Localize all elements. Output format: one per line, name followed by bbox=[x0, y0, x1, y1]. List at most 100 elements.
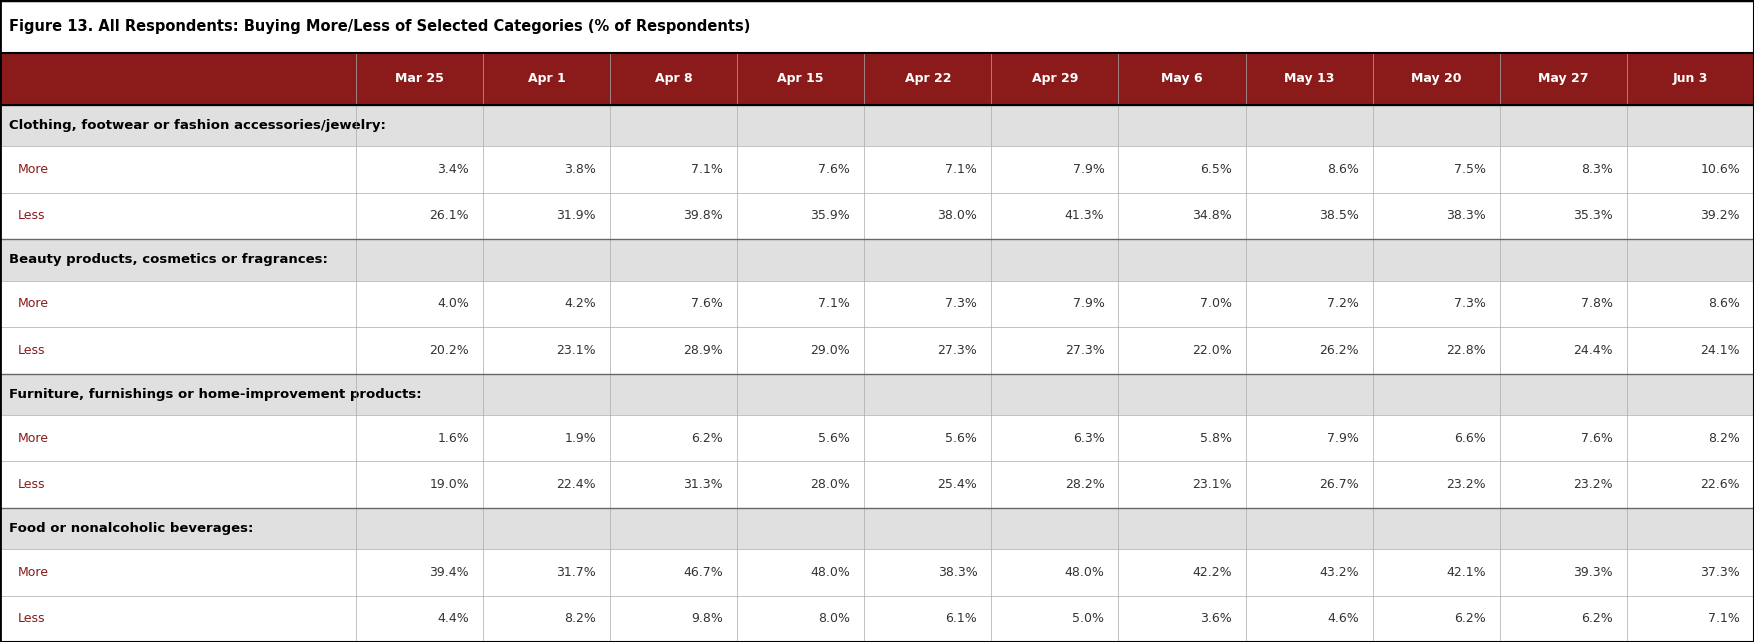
Text: May 13: May 13 bbox=[1284, 73, 1335, 85]
Text: 23.1%: 23.1% bbox=[556, 343, 596, 357]
Text: 6.6%: 6.6% bbox=[1454, 431, 1486, 444]
Text: 31.3%: 31.3% bbox=[684, 478, 723, 491]
Text: 7.0%: 7.0% bbox=[1200, 297, 1231, 310]
Text: 10.6%: 10.6% bbox=[1700, 163, 1740, 176]
Text: 35.3%: 35.3% bbox=[1573, 209, 1614, 223]
Text: 28.9%: 28.9% bbox=[684, 343, 723, 357]
Text: 23.2%: 23.2% bbox=[1445, 478, 1486, 491]
Bar bbox=[1245, 53, 1373, 105]
Text: 48.0%: 48.0% bbox=[810, 566, 851, 578]
Text: 24.1%: 24.1% bbox=[1700, 343, 1740, 357]
Bar bbox=[1500, 53, 1628, 105]
Text: Food or nonalcoholic beverages:: Food or nonalcoholic beverages: bbox=[9, 522, 253, 535]
Text: 8.2%: 8.2% bbox=[565, 612, 596, 625]
Text: 7.9%: 7.9% bbox=[1326, 431, 1359, 444]
Bar bbox=[0, 193, 1754, 239]
Text: 6.2%: 6.2% bbox=[1580, 612, 1614, 625]
Text: 8.6%: 8.6% bbox=[1326, 163, 1359, 176]
Text: More: More bbox=[18, 163, 49, 176]
Text: More: More bbox=[18, 431, 49, 444]
Text: 8.0%: 8.0% bbox=[819, 612, 851, 625]
Text: May 27: May 27 bbox=[1538, 73, 1589, 85]
Text: Mar 25: Mar 25 bbox=[395, 73, 444, 85]
Text: 35.9%: 35.9% bbox=[810, 209, 851, 223]
Text: 1.6%: 1.6% bbox=[437, 431, 468, 444]
Text: 7.5%: 7.5% bbox=[1454, 163, 1486, 176]
Text: 34.8%: 34.8% bbox=[1191, 209, 1231, 223]
Text: 4.6%: 4.6% bbox=[1328, 612, 1359, 625]
Text: 37.3%: 37.3% bbox=[1700, 566, 1740, 578]
Text: 1.9%: 1.9% bbox=[565, 431, 596, 444]
Text: 3.4%: 3.4% bbox=[437, 163, 468, 176]
Text: 38.3%: 38.3% bbox=[938, 566, 977, 578]
Text: 28.2%: 28.2% bbox=[1065, 478, 1105, 491]
Text: 8.2%: 8.2% bbox=[1708, 431, 1740, 444]
Text: Clothing, footwear or fashion accessories/jewelry:: Clothing, footwear or fashion accessorie… bbox=[9, 119, 386, 132]
Text: 28.0%: 28.0% bbox=[810, 478, 851, 491]
Bar bbox=[1119, 53, 1245, 105]
Text: 39.3%: 39.3% bbox=[1573, 566, 1614, 578]
Text: 22.6%: 22.6% bbox=[1700, 478, 1740, 491]
Text: 19.0%: 19.0% bbox=[430, 478, 468, 491]
Text: Apr 29: Apr 29 bbox=[1031, 73, 1079, 85]
Text: 39.2%: 39.2% bbox=[1700, 209, 1740, 223]
Bar bbox=[610, 53, 737, 105]
Text: 22.0%: 22.0% bbox=[1191, 343, 1231, 357]
Bar bbox=[0, 415, 1754, 461]
Bar bbox=[0, 461, 1754, 508]
Text: 48.0%: 48.0% bbox=[1065, 566, 1105, 578]
Bar bbox=[991, 53, 1119, 105]
Bar bbox=[0, 53, 356, 105]
Text: 26.7%: 26.7% bbox=[1319, 478, 1359, 491]
Text: 26.1%: 26.1% bbox=[430, 209, 468, 223]
Text: 4.4%: 4.4% bbox=[437, 612, 468, 625]
Text: 46.7%: 46.7% bbox=[684, 566, 723, 578]
Text: 41.3%: 41.3% bbox=[1065, 209, 1105, 223]
Text: 3.6%: 3.6% bbox=[1200, 612, 1231, 625]
Text: Less: Less bbox=[18, 612, 46, 625]
Text: 7.8%: 7.8% bbox=[1580, 297, 1614, 310]
Text: 8.3%: 8.3% bbox=[1580, 163, 1614, 176]
Text: 7.6%: 7.6% bbox=[819, 163, 851, 176]
Text: 42.2%: 42.2% bbox=[1193, 566, 1231, 578]
Bar bbox=[0, 508, 1754, 549]
Bar bbox=[356, 53, 482, 105]
Text: 6.2%: 6.2% bbox=[1454, 612, 1486, 625]
Text: 7.1%: 7.1% bbox=[945, 163, 977, 176]
Text: Jun 3: Jun 3 bbox=[1673, 73, 1708, 85]
Text: 20.2%: 20.2% bbox=[430, 343, 468, 357]
Text: 5.6%: 5.6% bbox=[945, 431, 977, 444]
Text: 7.6%: 7.6% bbox=[691, 297, 723, 310]
Text: 26.2%: 26.2% bbox=[1319, 343, 1359, 357]
Text: More: More bbox=[18, 297, 49, 310]
Text: 22.4%: 22.4% bbox=[556, 478, 596, 491]
Text: 31.9%: 31.9% bbox=[556, 209, 596, 223]
Text: 43.2%: 43.2% bbox=[1319, 566, 1359, 578]
Text: Figure 13. All Respondents: Buying More/Less of Selected Categories (% of Respon: Figure 13. All Respondents: Buying More/… bbox=[9, 19, 751, 34]
Text: 23.1%: 23.1% bbox=[1193, 478, 1231, 491]
Bar bbox=[482, 53, 610, 105]
Text: 38.3%: 38.3% bbox=[1445, 209, 1486, 223]
Bar bbox=[865, 53, 991, 105]
Text: 7.6%: 7.6% bbox=[1580, 431, 1614, 444]
Text: 7.1%: 7.1% bbox=[1708, 612, 1740, 625]
Text: 9.8%: 9.8% bbox=[691, 612, 723, 625]
Text: Apr 22: Apr 22 bbox=[905, 73, 951, 85]
Text: May 6: May 6 bbox=[1161, 73, 1203, 85]
Text: 5.8%: 5.8% bbox=[1200, 431, 1231, 444]
Text: Apr 1: Apr 1 bbox=[528, 73, 565, 85]
Text: Beauty products, cosmetics or fragrances:: Beauty products, cosmetics or fragrances… bbox=[9, 254, 328, 266]
Text: 38.5%: 38.5% bbox=[1319, 209, 1359, 223]
Text: 22.8%: 22.8% bbox=[1445, 343, 1486, 357]
Text: 4.2%: 4.2% bbox=[565, 297, 596, 310]
Bar bbox=[0, 596, 1754, 642]
Text: 23.2%: 23.2% bbox=[1573, 478, 1614, 491]
Text: 27.3%: 27.3% bbox=[1065, 343, 1105, 357]
Text: Apr 8: Apr 8 bbox=[654, 73, 693, 85]
Text: 39.8%: 39.8% bbox=[684, 209, 723, 223]
Text: More: More bbox=[18, 566, 49, 578]
Bar bbox=[1628, 53, 1754, 105]
Text: 7.3%: 7.3% bbox=[945, 297, 977, 310]
Text: 29.0%: 29.0% bbox=[810, 343, 851, 357]
Text: Furniture, furnishings or home-improvement products:: Furniture, furnishings or home-improveme… bbox=[9, 388, 421, 401]
